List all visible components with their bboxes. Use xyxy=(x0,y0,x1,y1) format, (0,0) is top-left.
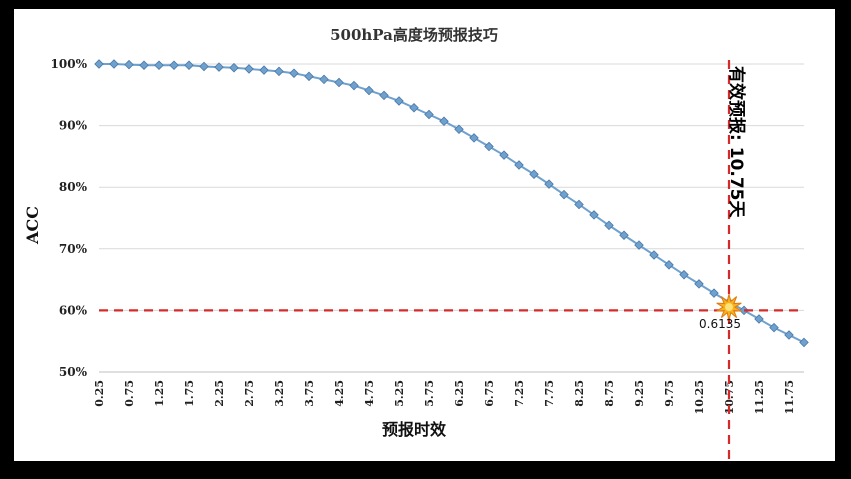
x-tick-label: 6.25 xyxy=(453,380,466,407)
x-tick-label: 8.75 xyxy=(603,380,616,407)
y-tick-label: 50% xyxy=(59,365,88,379)
data-point xyxy=(304,71,314,82)
data-point xyxy=(784,330,794,340)
data-point xyxy=(394,96,404,106)
y-axis-ticks: 50% 60% 70% 80% 90% 100% xyxy=(51,57,88,379)
y-tick-label: 100% xyxy=(51,57,88,71)
data-point xyxy=(664,260,674,270)
x-tick-label: 4.75 xyxy=(363,380,376,407)
chart-svg: 500hPa高度场预报技巧 50%60%70%80%90%100% 0.25 0.… xyxy=(23,26,809,461)
y-tick-label: 70% xyxy=(59,242,88,256)
data-point xyxy=(619,230,629,241)
x-tick-label: 0.75 xyxy=(123,380,136,407)
data-point xyxy=(454,124,464,135)
data-point xyxy=(679,269,689,280)
data-point xyxy=(244,64,254,74)
data-point xyxy=(799,337,809,348)
data-point xyxy=(259,65,269,75)
y-axis-label: ACC xyxy=(23,206,42,245)
y-tick-label: 80% xyxy=(59,180,88,194)
data-point xyxy=(319,74,329,85)
data-point xyxy=(364,85,374,96)
x-tick-label: 5.75 xyxy=(423,380,436,407)
x-tick-label: 11.75 xyxy=(783,380,796,414)
x-tick-label: 0.25 xyxy=(93,380,106,407)
x-axis-ticks: 0.25 0.75 1.25 1.75 2.25 2.75 3.25 3.75 4.25 4.75… xyxy=(93,380,796,414)
data-point xyxy=(199,61,209,72)
data-point xyxy=(604,220,614,231)
y-tick-label: 60% xyxy=(59,303,88,317)
data-point xyxy=(514,160,524,170)
data-point xyxy=(139,60,149,70)
data-point xyxy=(754,314,764,324)
reference-lines xyxy=(99,60,804,461)
data-point xyxy=(154,60,164,70)
starburst-core xyxy=(725,303,733,312)
x-tick-label: 1.25 xyxy=(153,380,166,407)
y-tick-label: 90% xyxy=(59,119,88,133)
data-point xyxy=(439,116,449,127)
x-tick-label: 9.75 xyxy=(663,380,676,407)
data-point xyxy=(94,59,104,69)
x-axis-label: 预报时效 xyxy=(382,420,446,439)
data-point xyxy=(634,240,644,250)
data-point xyxy=(409,102,419,113)
x-tick-label: 3.25 xyxy=(273,380,286,407)
x-tick-label: 2.75 xyxy=(243,380,256,407)
data-point xyxy=(124,59,134,70)
data-point xyxy=(589,210,599,220)
intersection-marker: 0.6135 xyxy=(699,293,742,331)
x-tick-label: 9.25 xyxy=(633,380,646,407)
x-tick-label: 3.75 xyxy=(303,380,316,407)
effective-forecast-annotation: 有效预报: 10.75天 xyxy=(726,66,747,218)
data-point xyxy=(694,279,704,289)
data-point xyxy=(274,66,284,77)
data-point xyxy=(229,62,239,73)
marker-value-label: 0.6135 xyxy=(699,317,741,331)
x-tick-label: 11.25 xyxy=(753,380,766,414)
data-point xyxy=(289,68,299,79)
data-point xyxy=(709,288,719,298)
data-point xyxy=(214,62,224,72)
data-point xyxy=(769,322,779,333)
x-tick-label: 2.25 xyxy=(213,380,226,407)
data-point xyxy=(649,250,659,260)
x-tick-label: 5.25 xyxy=(393,380,406,407)
x-tick-label: 6.75 xyxy=(483,380,496,407)
data-point xyxy=(544,179,554,189)
data-point xyxy=(349,80,359,91)
x-tick-label: 8.25 xyxy=(573,380,586,407)
data-point xyxy=(529,169,539,180)
series-path xyxy=(99,63,805,344)
data-point xyxy=(379,90,389,101)
data-point xyxy=(574,199,584,210)
x-tick-label: 10.25 xyxy=(693,380,706,414)
data-point xyxy=(169,60,179,70)
data-point xyxy=(109,59,119,69)
data-point xyxy=(559,189,569,200)
series-line xyxy=(94,59,809,348)
data-point xyxy=(334,77,344,88)
data-point xyxy=(484,141,494,152)
data-point xyxy=(499,150,509,160)
data-point xyxy=(184,60,194,70)
x-tick-label: 4.25 xyxy=(333,380,346,407)
x-tick-label: 7.75 xyxy=(543,380,556,407)
data-point xyxy=(424,109,434,120)
data-point xyxy=(469,133,479,143)
chart-title: 500hPa高度场预报技巧 xyxy=(330,26,498,44)
chart-frame: 500hPa高度场预报技巧 50% 60% 70% 80% 90% 100% 0.25 0.… xyxy=(14,9,835,461)
x-tick-label: 7.25 xyxy=(513,380,526,407)
x-tick-label: 1.75 xyxy=(183,380,196,407)
